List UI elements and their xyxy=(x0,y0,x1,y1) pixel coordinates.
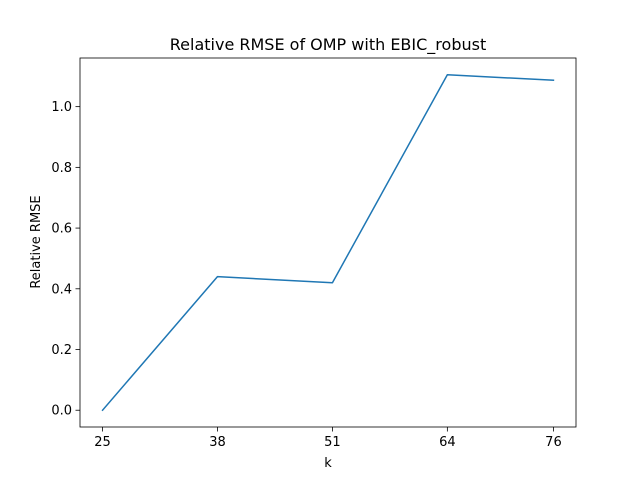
x-tick-label-1: 38 xyxy=(209,435,226,450)
y-tick-label-2: 0.4 xyxy=(51,282,72,297)
x-tick-label-3: 64 xyxy=(439,435,456,450)
x-tick-label-4: 76 xyxy=(545,435,562,450)
y-axis-label: Relative RMSE xyxy=(29,195,44,288)
y-tick-label-1: 0.2 xyxy=(51,343,72,358)
axes-frame xyxy=(79,57,577,428)
plot-area: 25 38 51 64 76 0.0 0.2 0.4 0.6 0.8 1.0 xyxy=(51,57,577,450)
y-tick-label-4: 0.8 xyxy=(51,161,72,176)
chart-title: Relative RMSE of OMP with EBIC_robust xyxy=(170,35,486,55)
y-tick-label-3: 0.6 xyxy=(51,222,72,237)
x-axis-label: k xyxy=(324,456,332,471)
x-tick-label-0: 25 xyxy=(94,435,111,450)
y-tick-label-0: 0.0 xyxy=(51,404,72,419)
x-tick-label-2: 51 xyxy=(324,435,341,450)
series-line-0 xyxy=(101,74,555,412)
y-tick-label-5: 1.0 xyxy=(51,100,72,115)
